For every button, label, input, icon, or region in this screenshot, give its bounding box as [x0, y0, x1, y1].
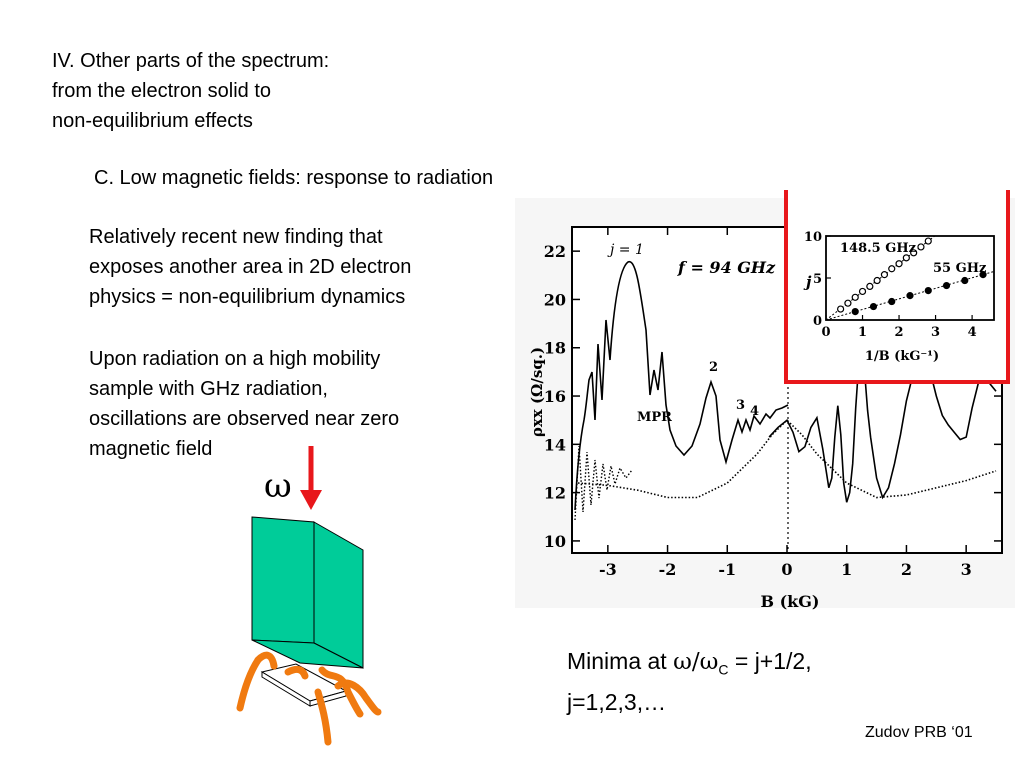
point-148ghz: [902, 254, 910, 262]
omega-label: ω: [264, 466, 292, 506]
main-y-tick-label: 10: [544, 532, 566, 551]
main-y-tick-label: 16: [544, 387, 566, 406]
slide-subtitle: C. Low magnetic fields: response to radi…: [94, 167, 494, 189]
point-55ghz: [869, 302, 878, 311]
contact-wires: [236, 651, 382, 746]
minima-prefix: Minima at: [567, 648, 674, 674]
radiation-paragraph: Upon radiation on a high mobility sample…: [89, 348, 400, 460]
annotation-mpr: MPR: [637, 410, 672, 425]
point-148ghz: [917, 243, 925, 251]
citation: Zudov PRB ‘01: [865, 724, 973, 741]
minima-condition: Minima at ω/ωC = j+1/2, j=1,2,3,…: [567, 645, 812, 718]
fit-line-148ghz: [825, 235, 936, 321]
inset-x-axis-label: 1/B (kG⁻¹): [865, 349, 939, 364]
intro-paragraph: Relatively recent new finding that expos…: [89, 226, 412, 308]
point-148ghz: [895, 260, 903, 268]
legend-148ghz: 148.5 GHz: [840, 241, 916, 256]
annotation-peak-3: 3: [736, 398, 745, 413]
point-55ghz: [961, 276, 969, 285]
minima-equation: = j+1/2,: [728, 648, 812, 674]
inset-y-tick-label: 10: [804, 230, 822, 245]
main-x-tick-label: 3: [961, 560, 972, 579]
inset-y-tick-label: 0: [813, 314, 822, 329]
main-y-tick-label: 18: [544, 339, 566, 358]
annotation-j1: j = 1: [607, 242, 644, 258]
main-x-axis-label: B (kG): [761, 592, 820, 610]
point-148ghz: [858, 287, 867, 296]
main-x-tick-label: -2: [659, 560, 677, 579]
cyclotron-subscript: C: [718, 661, 729, 678]
inset-x-tick-label: 3: [931, 325, 940, 340]
point-55ghz: [942, 281, 951, 290]
point-148ghz: [837, 305, 845, 313]
point-148ghz: [924, 237, 932, 245]
point-148ghz: [888, 265, 896, 273]
inset-x-tick-label: 0: [821, 325, 830, 340]
main-y-tick-label: 22: [544, 242, 566, 261]
point-148ghz: [866, 282, 874, 290]
point-55ghz: [979, 271, 987, 279]
point-148ghz: [844, 299, 852, 307]
main-x-tick-label: 2: [901, 560, 912, 579]
point-55ghz: [924, 287, 932, 295]
point-148ghz: [880, 271, 889, 279]
inset-y-axis-label: j: [803, 273, 812, 291]
annotation-peak-4: 4: [750, 404, 759, 419]
main-y-axis-label: ρxx (Ω/sq.): [528, 347, 546, 437]
minima-index-values: j=1,2,3,…: [567, 688, 667, 715]
main-y-tick-label: 12: [544, 484, 566, 503]
point-55ghz: [906, 292, 914, 300]
point-55ghz: [888, 297, 896, 306]
main-y-tick-label: 14: [544, 435, 566, 454]
inset-x-tick-label: 2: [895, 325, 904, 340]
inset-x-tick-label: 1: [858, 325, 867, 340]
inset-y-tick-label: 5: [813, 272, 822, 287]
point-148ghz: [910, 249, 918, 257]
radiation-arrow: [300, 446, 322, 510]
inset-x-tick-label: 4: [968, 325, 977, 340]
main-x-tick-label: 1: [841, 560, 852, 579]
main-x-tick-label: -3: [599, 560, 617, 579]
main-x-tick-label: -1: [718, 560, 736, 579]
point-148ghz: [851, 293, 859, 301]
legend-55ghz: 55 GHz: [933, 261, 986, 276]
omega-ratio: ω/ω: [673, 649, 719, 675]
dark-trace: [577, 419, 997, 499]
main-x-tick-label: 0: [781, 560, 792, 579]
main-y-tick-label: 20: [544, 290, 566, 309]
irradiated-trace: [768, 338, 997, 503]
slide-title: IV. Other parts of the spectrum: from th…: [52, 50, 330, 132]
annotation-peak-2: 2: [709, 360, 718, 375]
irradiated-trace-negative: [574, 261, 789, 511]
sample-illustration: [236, 446, 382, 746]
point-148ghz: [873, 276, 881, 285]
annotation-frequency: f = 94 GHz: [677, 258, 776, 277]
point-55ghz: [851, 308, 859, 316]
sample-slab: [251, 516, 364, 669]
dark-trace-oscillations: [574, 445, 633, 521]
